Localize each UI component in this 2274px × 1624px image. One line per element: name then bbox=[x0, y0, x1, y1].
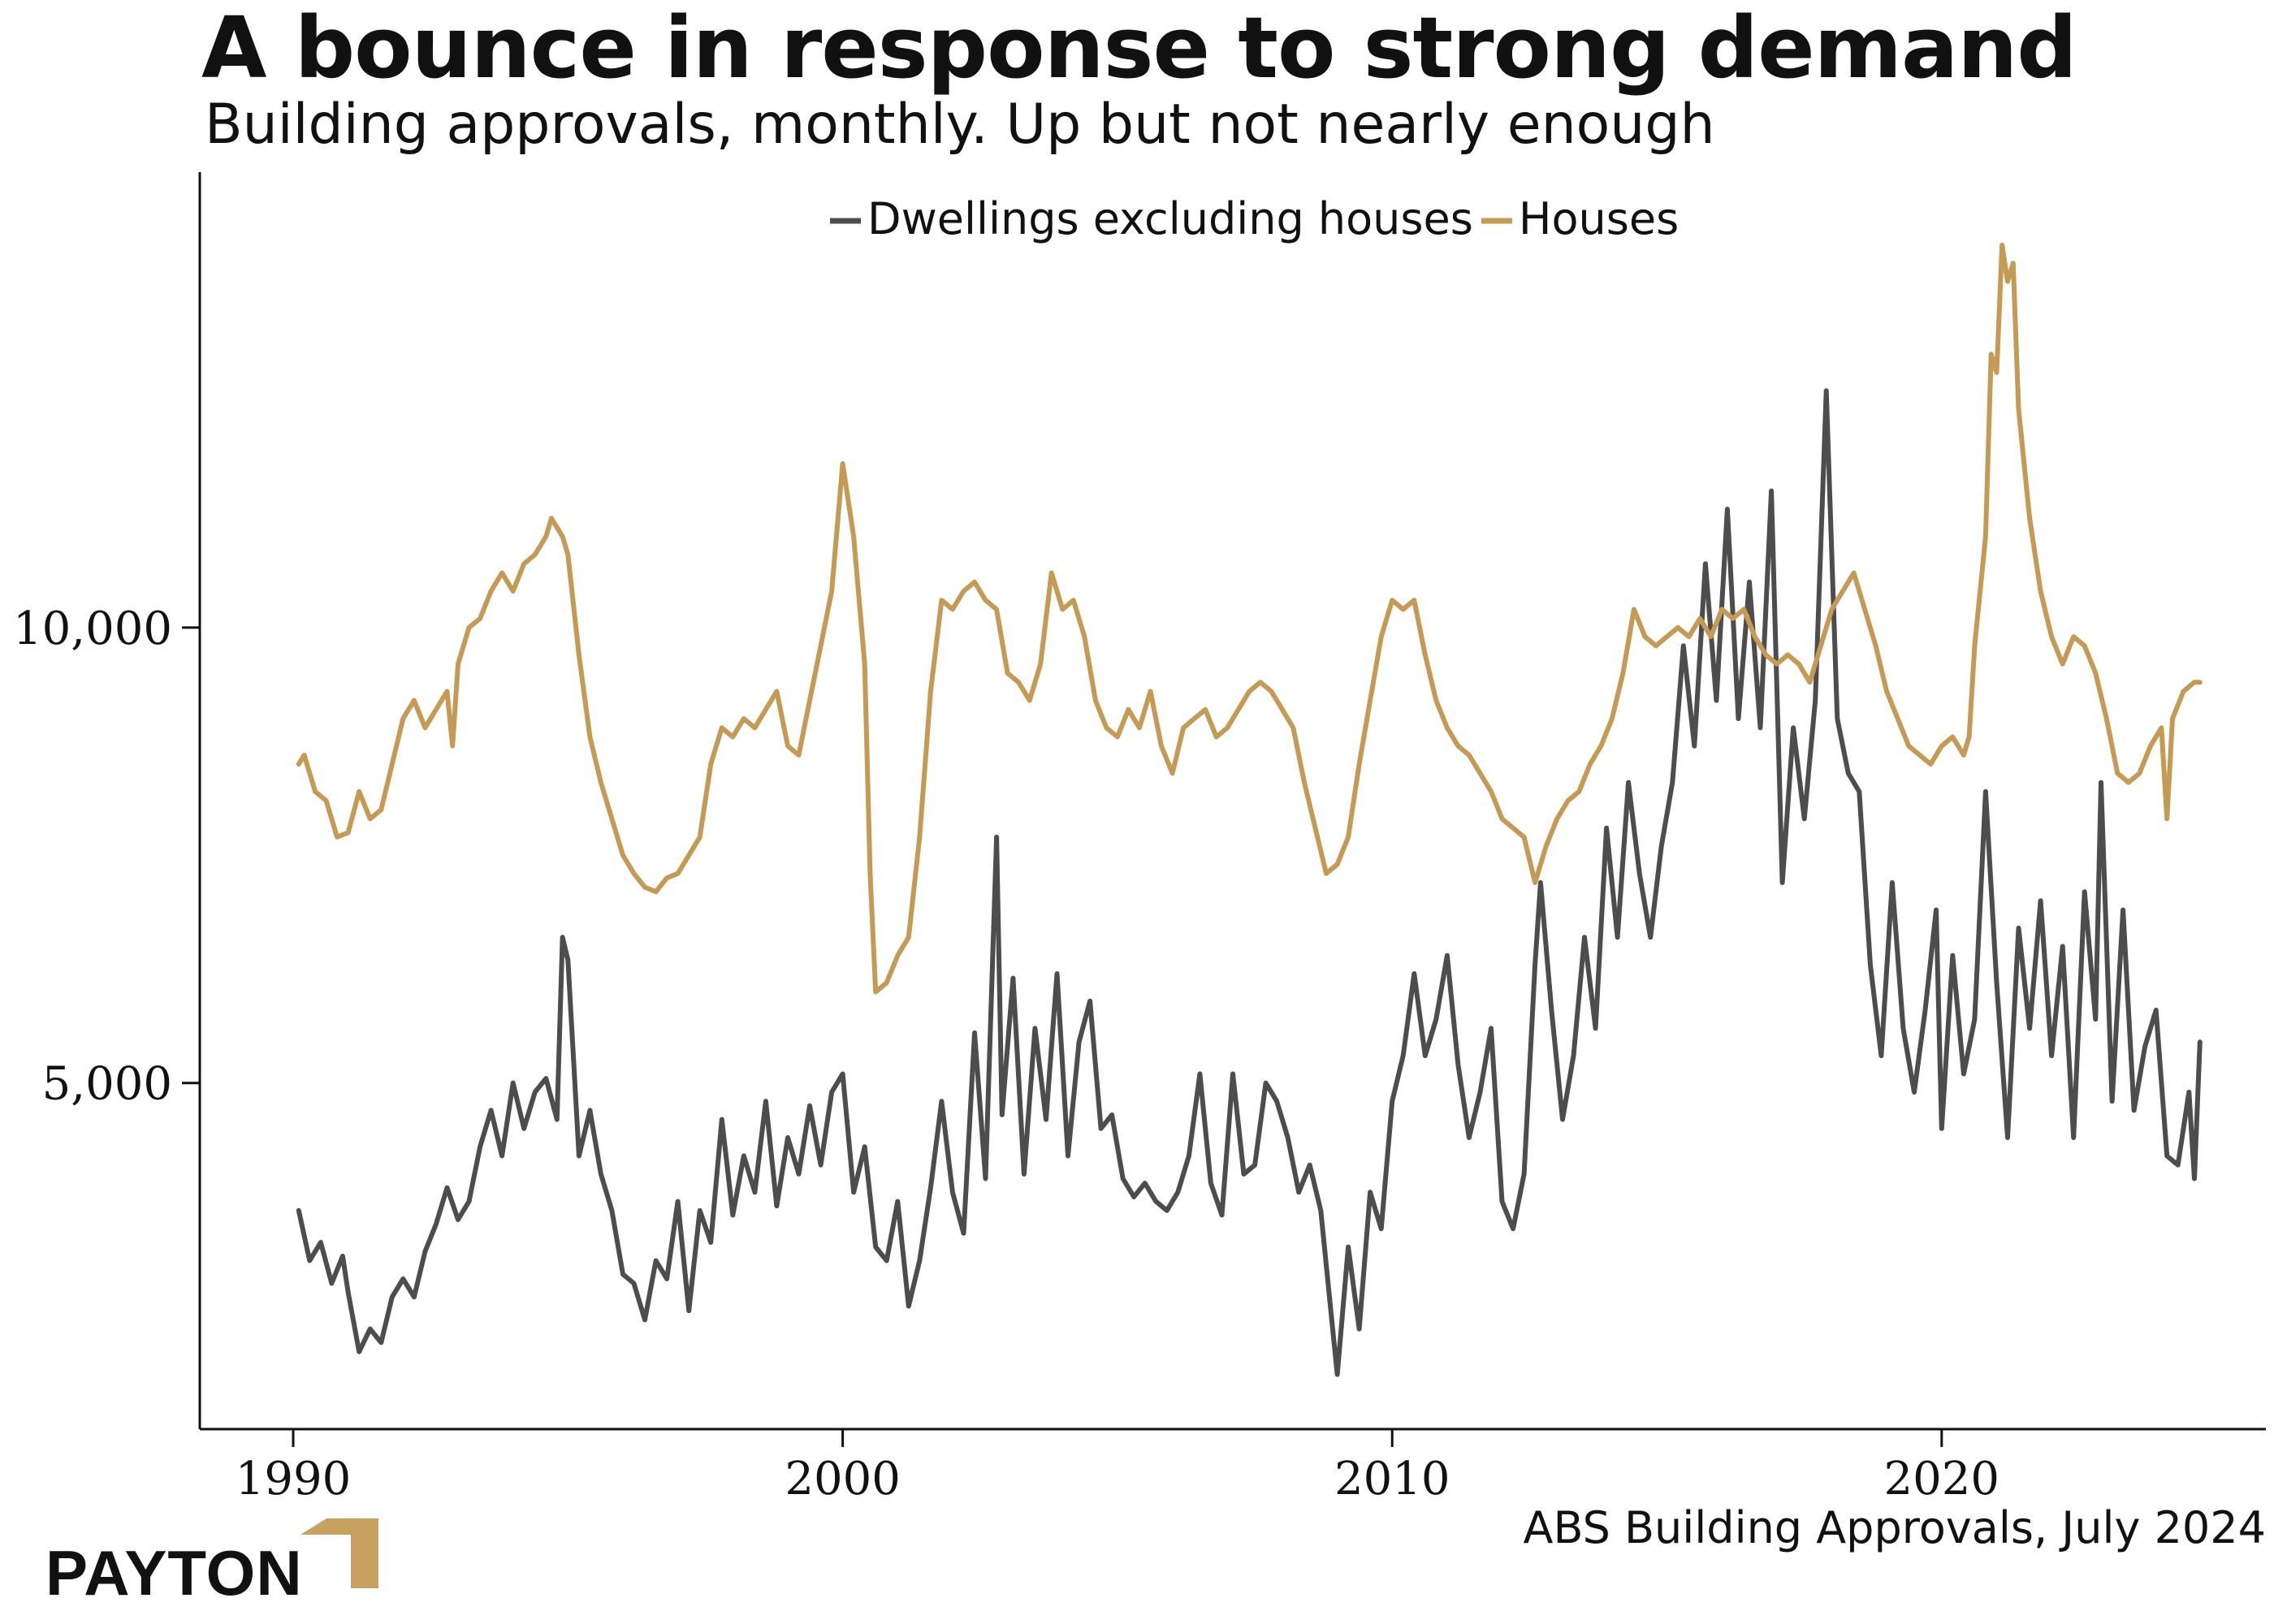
chart-legend: Dwellings excluding houses Houses bbox=[830, 193, 1679, 244]
x-tick-label: 2010 bbox=[1334, 1453, 1450, 1505]
source-note: ABS Building Approvals, July 2024 bbox=[1523, 1502, 2266, 1553]
payton-logo: PAYTON bbox=[45, 1518, 378, 1609]
series-line-houses bbox=[296, 242, 2203, 995]
chart-axes bbox=[198, 172, 2266, 1431]
x-tick-label: 1990 bbox=[236, 1453, 352, 1505]
legend-label-houses: Houses bbox=[1519, 193, 1679, 244]
logo-mark-icon bbox=[300, 1518, 378, 1588]
chart-subtitle: Building approvals, monthly. Up but not … bbox=[205, 93, 1715, 157]
chart-title: A bounce in response to strong demand bbox=[201, 0, 2077, 97]
x-tick-label: 2020 bbox=[1884, 1453, 2000, 1505]
y-tick-label: 5,000 bbox=[42, 1058, 172, 1111]
legend-label-dwellings-excluding-houses: Dwellings excluding houses bbox=[867, 193, 1473, 244]
x-tick-label: 2000 bbox=[785, 1453, 901, 1505]
y-tick-label: 10,000 bbox=[13, 603, 172, 655]
chart-ticks: 1990 2000 2010 2020 5,000 10,000 bbox=[13, 603, 1999, 1505]
chart-series-lines bbox=[296, 242, 2203, 1377]
logo-wordmark: PAYTON bbox=[45, 1537, 303, 1609]
series-line-dwellings-excluding-houses bbox=[296, 388, 2203, 1377]
